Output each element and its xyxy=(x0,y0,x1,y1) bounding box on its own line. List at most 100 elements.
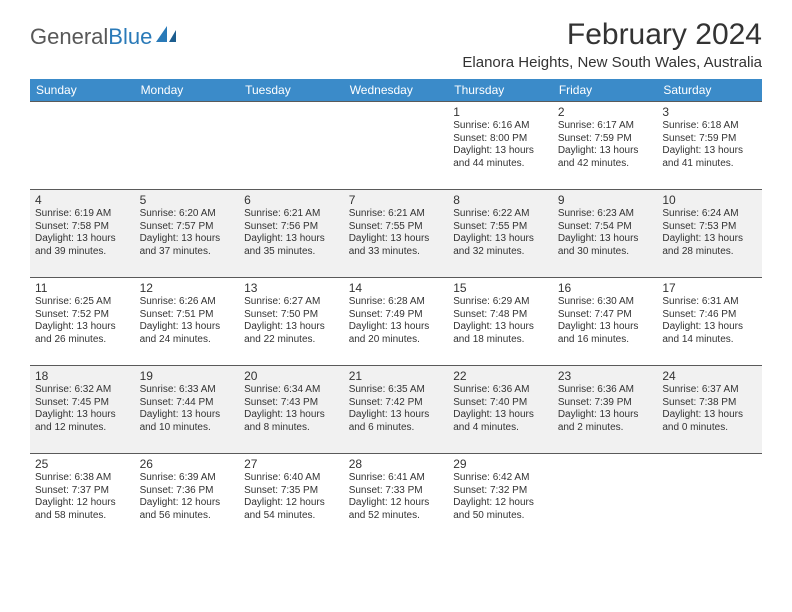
day-detail-line: Daylight: 12 hours xyxy=(453,497,548,510)
day-detail-line: Sunset: 7:39 PM xyxy=(558,397,653,410)
day-detail-line: Sunset: 7:37 PM xyxy=(35,485,130,498)
day-details: Sunrise: 6:33 AMSunset: 7:44 PMDaylight:… xyxy=(140,384,235,434)
calendar-day-cell: 15Sunrise: 6:29 AMSunset: 7:48 PMDayligh… xyxy=(448,278,553,366)
day-number: 9 xyxy=(558,193,653,207)
day-detail-line: Daylight: 13 hours xyxy=(35,409,130,422)
day-detail-line: and 41 minutes. xyxy=(662,158,757,171)
day-number: 21 xyxy=(349,369,444,383)
day-detail-line: Sunrise: 6:31 AM xyxy=(662,296,757,309)
calendar-day-cell: 12Sunrise: 6:26 AMSunset: 7:51 PMDayligh… xyxy=(135,278,240,366)
day-detail-line: Daylight: 13 hours xyxy=(349,409,444,422)
day-detail-line: Sunset: 7:46 PM xyxy=(662,309,757,322)
day-number: 24 xyxy=(662,369,757,383)
day-detail-line: Sunset: 7:59 PM xyxy=(558,133,653,146)
day-detail-line: Daylight: 13 hours xyxy=(662,409,757,422)
day-detail-line: and 10 minutes. xyxy=(140,422,235,435)
day-detail-line: Daylight: 13 hours xyxy=(140,321,235,334)
day-details: Sunrise: 6:21 AMSunset: 7:55 PMDaylight:… xyxy=(349,208,444,258)
day-number: 6 xyxy=(244,193,339,207)
day-detail-line: Sunrise: 6:25 AM xyxy=(35,296,130,309)
day-detail-line: Daylight: 13 hours xyxy=(453,409,548,422)
day-details: Sunrise: 6:31 AMSunset: 7:46 PMDaylight:… xyxy=(662,296,757,346)
day-detail-line: and 44 minutes. xyxy=(453,158,548,171)
day-detail-line: Sunrise: 6:21 AM xyxy=(244,208,339,221)
day-detail-line: Sunrise: 6:34 AM xyxy=(244,384,339,397)
day-number: 1 xyxy=(453,105,548,119)
day-detail-line: Daylight: 13 hours xyxy=(662,145,757,158)
calendar-day-cell xyxy=(657,454,762,542)
day-detail-line: Sunrise: 6:21 AM xyxy=(349,208,444,221)
day-detail-line: Sunrise: 6:41 AM xyxy=(349,472,444,485)
day-number: 18 xyxy=(35,369,130,383)
day-detail-line: Sunset: 7:35 PM xyxy=(244,485,339,498)
calendar-day-cell xyxy=(30,102,135,190)
day-detail-line: Sunrise: 6:33 AM xyxy=(140,384,235,397)
day-detail-line: Daylight: 13 hours xyxy=(558,409,653,422)
day-details: Sunrise: 6:32 AMSunset: 7:45 PMDaylight:… xyxy=(35,384,130,434)
day-detail-line: Daylight: 13 hours xyxy=(244,321,339,334)
dow-header: Tuesday xyxy=(239,79,344,102)
day-detail-line: Sunrise: 6:37 AM xyxy=(662,384,757,397)
brand-text: GeneralBlue xyxy=(30,24,152,50)
day-number: 22 xyxy=(453,369,548,383)
day-detail-line: Daylight: 12 hours xyxy=(140,497,235,510)
day-details: Sunrise: 6:37 AMSunset: 7:38 PMDaylight:… xyxy=(662,384,757,434)
brand-part1: General xyxy=(30,24,108,49)
calendar-page: GeneralBlue February 2024 Elanora Height… xyxy=(0,0,792,554)
day-detail-line: and 22 minutes. xyxy=(244,334,339,347)
day-detail-line: Sunrise: 6:29 AM xyxy=(453,296,548,309)
day-detail-line: Sunrise: 6:35 AM xyxy=(349,384,444,397)
day-details: Sunrise: 6:41 AMSunset: 7:33 PMDaylight:… xyxy=(349,472,444,522)
day-detail-line: Daylight: 13 hours xyxy=(453,321,548,334)
day-number: 7 xyxy=(349,193,444,207)
day-detail-line: Daylight: 13 hours xyxy=(35,233,130,246)
day-number: 26 xyxy=(140,457,235,471)
day-detail-line: Sunrise: 6:42 AM xyxy=(453,472,548,485)
day-details: Sunrise: 6:20 AMSunset: 7:57 PMDaylight:… xyxy=(140,208,235,258)
day-number: 19 xyxy=(140,369,235,383)
calendar-day-cell: 20Sunrise: 6:34 AMSunset: 7:43 PMDayligh… xyxy=(239,366,344,454)
calendar-day-cell: 13Sunrise: 6:27 AMSunset: 7:50 PMDayligh… xyxy=(239,278,344,366)
day-detail-line: Sunset: 7:55 PM xyxy=(453,221,548,234)
day-detail-line: Sunrise: 6:23 AM xyxy=(558,208,653,221)
calendar-day-cell: 14Sunrise: 6:28 AMSunset: 7:49 PMDayligh… xyxy=(344,278,449,366)
day-detail-line: Sunset: 7:44 PM xyxy=(140,397,235,410)
day-detail-line: and 52 minutes. xyxy=(349,510,444,523)
day-details: Sunrise: 6:21 AMSunset: 7:56 PMDaylight:… xyxy=(244,208,339,258)
day-detail-line: Sunset: 7:50 PM xyxy=(244,309,339,322)
day-detail-line: Sunrise: 6:19 AM xyxy=(35,208,130,221)
day-detail-line: Sunrise: 6:24 AM xyxy=(662,208,757,221)
day-detail-line: Daylight: 13 hours xyxy=(453,233,548,246)
day-number: 5 xyxy=(140,193,235,207)
day-details: Sunrise: 6:19 AMSunset: 7:58 PMDaylight:… xyxy=(35,208,130,258)
day-detail-line: Sunset: 7:33 PM xyxy=(349,485,444,498)
title-block: February 2024 Elanora Heights, New South… xyxy=(462,18,762,71)
calendar-day-cell: 10Sunrise: 6:24 AMSunset: 7:53 PMDayligh… xyxy=(657,190,762,278)
calendar-day-cell: 7Sunrise: 6:21 AMSunset: 7:55 PMDaylight… xyxy=(344,190,449,278)
dow-header: Sunday xyxy=(30,79,135,102)
day-detail-line: and 54 minutes. xyxy=(244,510,339,523)
calendar-day-cell: 29Sunrise: 6:42 AMSunset: 7:32 PMDayligh… xyxy=(448,454,553,542)
day-number: 29 xyxy=(453,457,548,471)
day-detail-line: Sunset: 8:00 PM xyxy=(453,133,548,146)
day-detail-line: and 37 minutes. xyxy=(140,246,235,259)
calendar-day-cell: 21Sunrise: 6:35 AMSunset: 7:42 PMDayligh… xyxy=(344,366,449,454)
calendar-day-cell: 23Sunrise: 6:36 AMSunset: 7:39 PMDayligh… xyxy=(553,366,658,454)
calendar-week-row: 11Sunrise: 6:25 AMSunset: 7:52 PMDayligh… xyxy=(30,278,762,366)
day-detail-line: Sunset: 7:48 PM xyxy=(453,309,548,322)
day-detail-line: Sunset: 7:51 PM xyxy=(140,309,235,322)
calendar-week-row: 1Sunrise: 6:16 AMSunset: 8:00 PMDaylight… xyxy=(30,102,762,190)
day-detail-line: Sunset: 7:45 PM xyxy=(35,397,130,410)
day-details: Sunrise: 6:27 AMSunset: 7:50 PMDaylight:… xyxy=(244,296,339,346)
dow-header: Thursday xyxy=(448,79,553,102)
day-details: Sunrise: 6:39 AMSunset: 7:36 PMDaylight:… xyxy=(140,472,235,522)
day-detail-line: Daylight: 13 hours xyxy=(558,321,653,334)
day-detail-line: Daylight: 13 hours xyxy=(140,233,235,246)
brand-logo: GeneralBlue xyxy=(30,24,178,50)
calendar-day-cell: 11Sunrise: 6:25 AMSunset: 7:52 PMDayligh… xyxy=(30,278,135,366)
calendar-day-cell: 22Sunrise: 6:36 AMSunset: 7:40 PMDayligh… xyxy=(448,366,553,454)
day-of-week-row: Sunday Monday Tuesday Wednesday Thursday… xyxy=(30,79,762,102)
day-number: 15 xyxy=(453,281,548,295)
sail-icon xyxy=(156,26,178,44)
calendar-day-cell: 19Sunrise: 6:33 AMSunset: 7:44 PMDayligh… xyxy=(135,366,240,454)
